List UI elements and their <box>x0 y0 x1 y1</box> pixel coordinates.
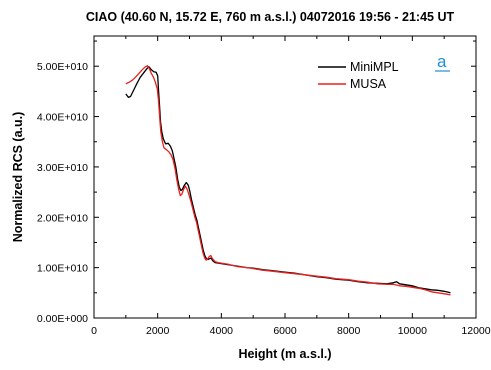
y-tick-label: 5.00E+010 <box>37 61 88 73</box>
y-tick-label: 0.00E+000 <box>37 313 88 325</box>
legend-label: MUSA <box>350 77 387 91</box>
x-axis: 0 2000 4000 6000 8000 10000 12000 <box>91 36 491 337</box>
x-tick-label: 6000 <box>273 325 297 337</box>
y-tick-label: 3.00E+010 <box>37 162 88 174</box>
x-tick-label: 4000 <box>210 325 234 337</box>
x-tick-label: 8000 <box>337 325 361 337</box>
panel-label: a <box>437 52 447 71</box>
y-axis: 0.00E+000 1.00E+010 2.00E+010 3.00E+010 4.00… <box>37 40 476 325</box>
legend-label: MiniMPL <box>350 60 399 74</box>
x-tick-label: 12000 <box>461 325 490 337</box>
plot-frame <box>93 35 477 319</box>
y-tick-label: 2.00E+010 <box>37 212 88 224</box>
x-axis-title: Height (m a.s.l.) <box>238 347 331 361</box>
y-axis-title: Normalized RCS (a.u.) <box>11 112 25 243</box>
y-tick-label: 1.00E+010 <box>37 263 88 275</box>
x-tick-label: 2000 <box>146 325 170 337</box>
x-tick-label: 10000 <box>398 325 427 337</box>
series-line-minimpl <box>125 66 451 294</box>
series-line-musa <box>125 65 451 296</box>
y-tick-label: 4.00E+010 <box>37 112 88 124</box>
x-tick-label: 0 <box>91 325 97 337</box>
series-lines <box>125 65 451 296</box>
legend: MiniMPL MUSA <box>318 60 399 91</box>
chart-title: CIAO (40.60 N, 15.72 E, 760 m a.s.l.) 04… <box>86 10 455 24</box>
